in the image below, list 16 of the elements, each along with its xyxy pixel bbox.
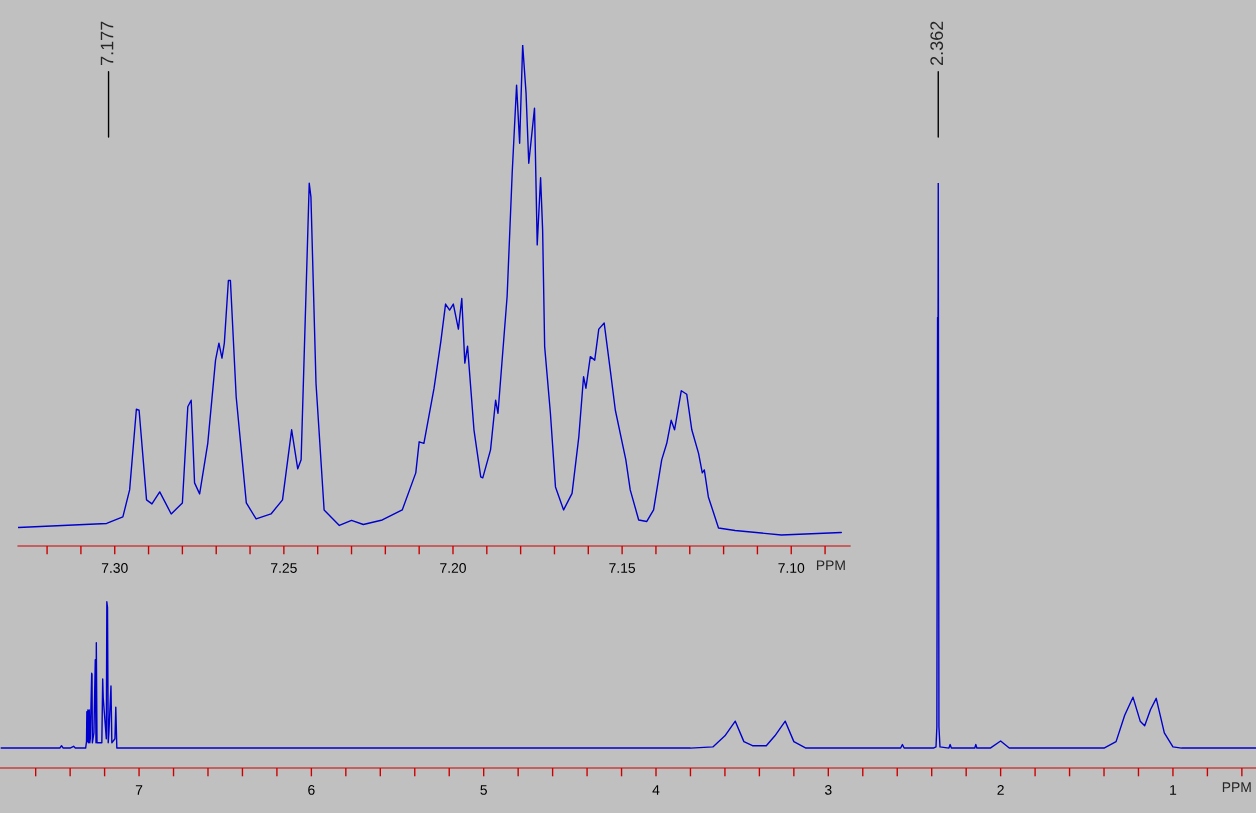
x-tick-label: 7.10	[778, 563, 805, 573]
x-tick-label: 7.25	[271, 563, 297, 573]
x-tick-label: 7.30	[101, 563, 128, 573]
x-tick-label: 7.20	[440, 563, 466, 573]
x-axis-title: PPM	[816, 560, 845, 570]
x-tick-label: 7	[135, 785, 143, 795]
annotation: 7.177	[100, 21, 114, 65]
x-axis-title: PPM	[1222, 782, 1251, 792]
x-tick-label: 5	[480, 785, 487, 795]
x-tick-label: 2	[997, 784, 1004, 795]
annotation: 2.362	[930, 21, 944, 66]
x-tick-label: 7.15	[609, 563, 636, 573]
x-tick-label: 3	[824, 784, 832, 795]
x-tick-label: 1	[1170, 785, 1177, 795]
x-tick-label: 4	[652, 785, 660, 795]
x-tick-label: 6	[308, 784, 315, 795]
